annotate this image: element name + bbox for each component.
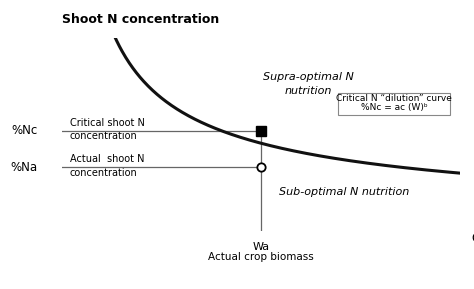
Text: Sub-optimal N nutrition: Sub-optimal N nutrition [279,188,410,197]
Text: Critical N “dilution” curve: Critical N “dilution” curve [336,94,452,103]
Text: %Na: %Na [10,161,38,174]
Text: Crop biomass: Crop biomass [472,232,474,245]
Text: Wa: Wa [252,242,269,252]
Text: Supra-optimal N
nutrition: Supra-optimal N nutrition [263,72,354,96]
Text: Actual  shoot N: Actual shoot N [70,154,144,164]
Text: %Nc: %Nc [11,124,38,137]
Text: Actual crop biomass: Actual crop biomass [208,251,314,262]
Text: %Nc = ac (W)ᵇ: %Nc = ac (W)ᵇ [361,103,428,112]
Text: Shoot N concentration: Shoot N concentration [62,13,219,26]
Text: concentration: concentration [70,131,137,142]
Text: Critical shoot N: Critical shoot N [70,118,145,128]
Text: concentration: concentration [70,168,137,178]
FancyBboxPatch shape [338,93,450,115]
